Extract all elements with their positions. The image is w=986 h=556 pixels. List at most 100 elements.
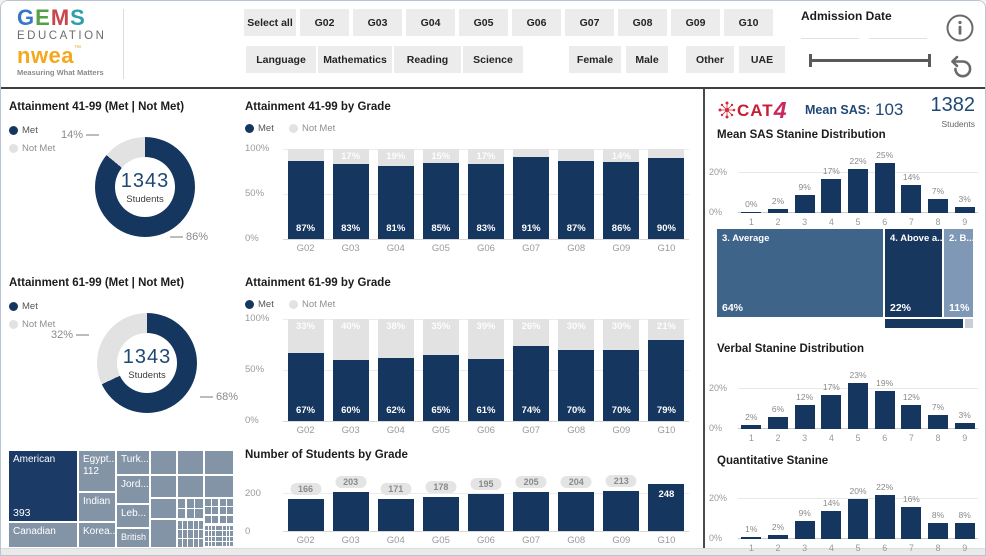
met-bar-segment[interactable]: 70%: [603, 349, 640, 421]
treemap-tile[interactable]: [178, 509, 186, 518]
admission-date-end-input[interactable]: [869, 29, 927, 39]
treemap-tile[interactable]: [178, 499, 186, 508]
filter-mathematics-button[interactable]: Mathematics: [318, 46, 392, 73]
treemap-tile[interactable]: [198, 539, 203, 547]
met-bar-segment[interactable]: 70%: [558, 349, 595, 421]
filter-g03-button[interactable]: G03: [353, 9, 402, 36]
students-bar[interactable]: [287, 499, 324, 531]
treemap-tile-below-average[interactable]: 2. B... 11%: [944, 229, 973, 317]
stanine-bar[interactable]: [848, 499, 869, 539]
students-bar[interactable]: [558, 492, 595, 531]
horizontal-scrollbar[interactable]: [1, 548, 985, 555]
treemap-tile[interactable]: [212, 507, 219, 515]
treemap-tile[interactable]: [208, 536, 212, 541]
met-bar-segment[interactable]: 85%: [422, 162, 459, 239]
filter-select-all-button[interactable]: Select all: [244, 9, 296, 36]
students-bar[interactable]: [377, 499, 414, 531]
treemap-tile[interactable]: [198, 521, 203, 529]
treemap-tile[interactable]: [223, 542, 226, 547]
treemap-tile-jordan[interactable]: Jord...: [117, 476, 149, 503]
stanine-bar[interactable]: [954, 207, 975, 213]
treemap-tile[interactable]: [186, 499, 194, 508]
treemap-tile[interactable]: [178, 451, 203, 474]
treemap-tile[interactable]: [178, 521, 183, 529]
treemap-tile-lebanon[interactable]: Leb...: [117, 505, 149, 527]
stanine-bar[interactable]: [954, 523, 975, 539]
treemap-tile[interactable]: [151, 499, 176, 518]
filter-science-button[interactable]: Science: [463, 46, 523, 73]
students-bar[interactable]: [467, 494, 504, 531]
treemap-tile[interactable]: [230, 536, 233, 541]
stanine-bar[interactable]: [954, 423, 975, 429]
filter-g05-button[interactable]: G05: [459, 9, 508, 36]
treemap-tile[interactable]: [223, 526, 226, 531]
treemap-tile[interactable]: [188, 521, 193, 529]
treemap-tile-canadian[interactable]: Canadian: [9, 523, 77, 547]
met-bar-segment[interactable]: 74%: [513, 345, 550, 421]
stanine-bar[interactable]: [768, 209, 788, 213]
not-met-bar-segment[interactable]: 33%: [287, 319, 324, 353]
stanine-bar[interactable]: [928, 523, 949, 539]
filter-other-button[interactable]: Other: [686, 46, 734, 73]
treemap-tile-egypt[interactable]: Egypt... 112: [79, 451, 115, 491]
treemap-tile[interactable]: [151, 451, 176, 474]
not-met-bar-segment[interactable]: [558, 149, 595, 161]
not-met-bar-segment[interactable]: [287, 149, 324, 161]
stanine-bar[interactable]: [821, 511, 842, 539]
treemap-tile[interactable]: [205, 542, 208, 547]
treemap-tile[interactable]: [223, 536, 226, 541]
treemap-tile[interactable]: [212, 542, 215, 547]
treemap-tile[interactable]: [227, 515, 234, 523]
not-met-bar-segment[interactable]: 26%: [513, 319, 550, 346]
attainment-61-99-donut[interactable]: 1343 Students: [97, 313, 197, 413]
met-bar-segment[interactable]: 81%: [377, 166, 414, 239]
stanine-bar[interactable]: [901, 185, 922, 213]
treemap-tile[interactable]: [223, 531, 226, 536]
not-met-bar-segment[interactable]: 17%: [467, 149, 504, 165]
treemap-tile[interactable]: [195, 509, 203, 518]
stanine-bar[interactable]: [741, 537, 762, 539]
filter-g10-button[interactable]: G10: [724, 9, 773, 36]
treemap-tile[interactable]: [205, 536, 208, 541]
students-bar[interactable]: [422, 497, 459, 531]
treemap-tile-indian[interactable]: Indian: [79, 493, 115, 521]
treemap-tile-american[interactable]: American 393: [9, 451, 77, 521]
met-bar-segment[interactable]: 90%: [648, 158, 685, 239]
treemap-tile[interactable]: [208, 526, 212, 531]
not-met-bar-segment[interactable]: [513, 149, 550, 158]
students-bar[interactable]: [332, 492, 369, 531]
treemap-tile[interactable]: [226, 536, 230, 541]
treemap-tile[interactable]: [219, 515, 226, 523]
treemap-tile[interactable]: [183, 530, 188, 538]
treemap-tile[interactable]: [186, 509, 194, 518]
filter-male-button[interactable]: Male: [626, 46, 668, 73]
stanine-bar[interactable]: [768, 417, 788, 429]
treemap-tile-turk[interactable]: Turk...: [117, 451, 149, 474]
reset-icon[interactable]: [947, 51, 975, 79]
stanine-bar[interactable]: [741, 212, 762, 213]
treemap-tile[interactable]: [178, 476, 203, 497]
treemap-tile[interactable]: [226, 542, 230, 547]
treemap-tile[interactable]: [219, 526, 223, 531]
not-met-bar-segment[interactable]: 35%: [422, 319, 459, 355]
not-met-bar-segment[interactable]: [648, 149, 685, 158]
treemap-tile[interactable]: [205, 507, 211, 515]
met-bar-segment[interactable]: 83%: [332, 164, 369, 239]
stanine-bar[interactable]: [794, 405, 815, 429]
treemap-tile[interactable]: [230, 542, 233, 547]
treemap-tile[interactable]: [212, 526, 215, 531]
not-met-bar-segment[interactable]: 38%: [377, 319, 414, 358]
stanine-bar[interactable]: [848, 169, 869, 213]
filter-g09-button[interactable]: G09: [671, 9, 720, 36]
treemap-tile[interactable]: [188, 530, 193, 538]
treemap-tile[interactable]: [183, 521, 188, 529]
treemap-tile-korea[interactable]: Korea...: [79, 523, 115, 547]
stanine-bar[interactable]: [821, 179, 842, 213]
stanine-bar[interactable]: [901, 405, 922, 429]
not-met-bar-segment[interactable]: 15%: [422, 149, 459, 163]
treemap-tile-small[interactable]: [965, 319, 973, 328]
treemap-tile[interactable]: [212, 515, 219, 523]
treemap-tile-average[interactable]: 3. Average 64%: [717, 229, 883, 317]
filter-g07-button[interactable]: G07: [565, 9, 614, 36]
treemap-tile[interactable]: [219, 536, 223, 541]
